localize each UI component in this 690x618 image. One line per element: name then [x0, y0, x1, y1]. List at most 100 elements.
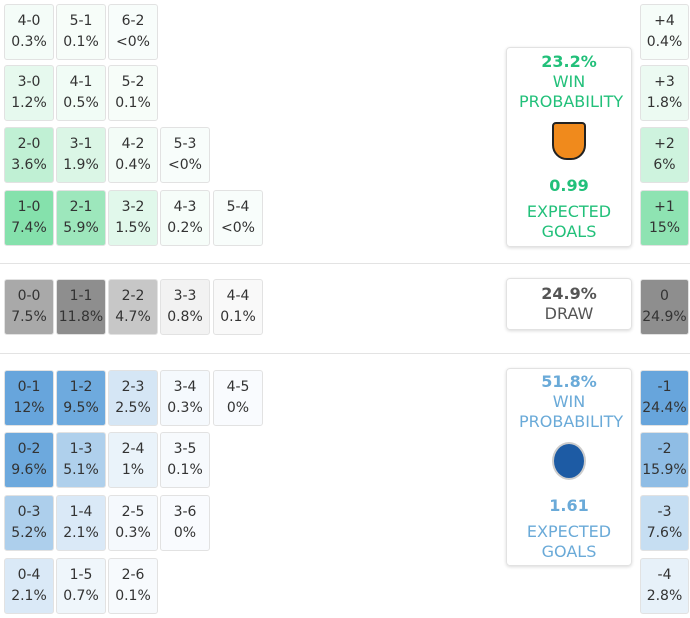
score-cell: 1-0 7.4% [4, 190, 54, 246]
margin-cell: 0 24.9% [640, 279, 689, 335]
margin-cell: -2 15.9% [640, 432, 689, 488]
score: 5-4 [226, 199, 250, 215]
score-cell: 4-4 0.1% [213, 279, 263, 335]
score: 2-6 [121, 567, 145, 583]
score-cell: 2-3 2.5% [108, 370, 158, 426]
score: 2-2 [121, 288, 145, 304]
score: 4-2 [121, 136, 145, 152]
score: 3-0 [17, 74, 41, 90]
margin: -4 [657, 567, 672, 583]
margin: +2 [654, 136, 675, 152]
score: 2-3 [121, 379, 145, 395]
win-probability: 24.9% [541, 284, 597, 303]
score: 5-3 [173, 136, 197, 152]
score-cell: 4-5 0% [213, 370, 263, 426]
margin: -2 [657, 441, 672, 457]
probability: 0.3% [11, 34, 47, 50]
probability: 0.1% [115, 588, 151, 604]
score: 0-0 [17, 288, 41, 304]
score-cell: 3-6 0% [160, 495, 210, 551]
probability: 0.1% [167, 462, 203, 478]
probability-label: WIN PROBABILITY [519, 392, 624, 431]
margin-cell: +2 6% [640, 127, 689, 183]
margin-cell: -4 2.8% [640, 558, 689, 614]
score: 3-6 [173, 504, 197, 520]
summary-box: 51.8% WIN PROBABILITY 1.61 EXPECTED GOALS [506, 368, 632, 566]
score: 3-4 [173, 379, 197, 395]
margin: +4 [654, 13, 675, 29]
margin-cell: +3 1.8% [640, 65, 689, 121]
probability: 0.4% [115, 157, 151, 173]
score-cell: 1-5 0.7% [56, 558, 106, 614]
score: 5-1 [69, 13, 93, 29]
probability: 1.9% [63, 157, 99, 173]
probability: 0.5% [63, 95, 99, 111]
score-cell: 5-2 0.1% [108, 65, 158, 121]
separator [0, 353, 690, 354]
score: 4-4 [226, 288, 250, 304]
score: 3-2 [121, 199, 145, 215]
score: 1-3 [69, 441, 93, 457]
score: 1-5 [69, 567, 93, 583]
score-cell: 2-2 4.7% [108, 279, 158, 335]
score: 2-1 [69, 199, 93, 215]
probability-label: WIN PROBABILITY [519, 72, 624, 111]
score: 6-2 [121, 13, 145, 29]
score: 1-0 [17, 199, 41, 215]
score-cell: 4-2 0.4% [108, 127, 158, 183]
team-logo [552, 122, 586, 160]
probability: 12% [13, 400, 45, 416]
probability: 2.1% [11, 588, 47, 604]
score-cell: 1-1 11.8% [56, 279, 106, 335]
probability: 1% [121, 462, 145, 478]
score-cell: 0-2 9.6% [4, 432, 54, 488]
probability: 15% [648, 220, 681, 236]
score: 1-1 [69, 288, 93, 304]
score: 3-5 [173, 441, 197, 457]
score-cell: 2-0 3.6% [4, 127, 54, 183]
xg-value: 0.99 [549, 176, 589, 195]
probability: 1.8% [646, 95, 683, 111]
score: 1-4 [69, 504, 93, 520]
score: 2-5 [121, 504, 145, 520]
probability: 1.5% [115, 220, 151, 236]
score: 0-4 [17, 567, 41, 583]
probability: 1.2% [11, 95, 47, 111]
score-cell: 2-1 5.9% [56, 190, 106, 246]
score: 3-3 [173, 288, 197, 304]
probability: 0% [173, 525, 197, 541]
probability: 9.5% [63, 400, 99, 416]
score-cell: 4-3 0.2% [160, 190, 210, 246]
score: 0-1 [17, 379, 41, 395]
score: 0-3 [17, 504, 41, 520]
score: 4-0 [17, 13, 41, 29]
score: 0-2 [17, 441, 41, 457]
probability: 7.6% [646, 525, 683, 541]
probability-label: DRAW [544, 304, 594, 323]
probability: 24.4% [642, 400, 687, 416]
score-cell: 2-5 0.3% [108, 495, 158, 551]
probability: 0.4% [646, 34, 683, 50]
team-logo [552, 442, 586, 480]
probability: 6% [653, 157, 676, 173]
probability: <0% [168, 157, 202, 173]
probability: 5.1% [63, 462, 99, 478]
win-probability: 23.2% [541, 52, 597, 71]
score-cell: 5-4 <0% [213, 190, 263, 246]
margin-cell: +4 0.4% [640, 4, 689, 60]
probability: 0.7% [63, 588, 99, 604]
score-cell: 3-5 0.1% [160, 432, 210, 488]
score-cell: 0-3 5.2% [4, 495, 54, 551]
probability: 0.8% [167, 309, 203, 325]
score: 2-0 [17, 136, 41, 152]
score-cell: 5-3 <0% [160, 127, 210, 183]
margin: -3 [657, 504, 672, 520]
score: 1-2 [69, 379, 93, 395]
score-cell: 6-2 <0% [108, 4, 158, 60]
score-cell: 4-1 0.5% [56, 65, 106, 121]
probability: 0.3% [167, 400, 203, 416]
summary-box: 23.2% WIN PROBABILITY 0.99 EXPECTED GOALS [506, 47, 632, 247]
summary-box: 24.9% DRAW [506, 278, 632, 330]
probability: <0% [116, 34, 150, 50]
